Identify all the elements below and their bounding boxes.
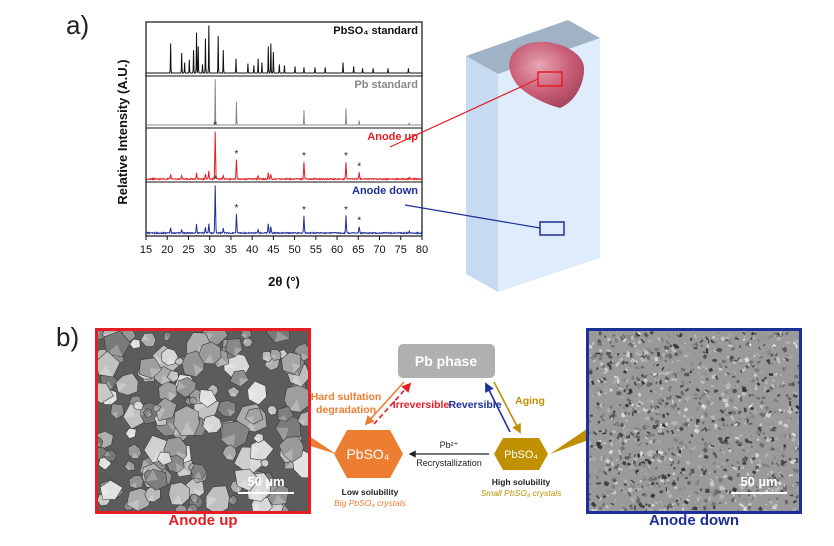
panel-label-a: a) [66, 10, 90, 40]
aging-label: Aging [515, 395, 545, 407]
irreversible-label: Irreversible [393, 399, 450, 411]
series-label: Pb standard [354, 79, 418, 91]
reaction-scheme: Pb phase PbSO₄ PbSO₄ Pb²⁺ Recrystallizat… [265, 344, 619, 508]
series-layer [145, 25, 423, 235]
electrode-front-face [498, 38, 600, 292]
pbso4-crystal [509, 41, 585, 108]
pbso4-big-label: PbSO₄ [346, 446, 389, 462]
x-tick-label: 65 [352, 244, 364, 256]
anode-down-leader-line [404, 204, 541, 229]
x-tick-label: 45 [267, 244, 279, 256]
pb2plus-label: Pb²⁺ [440, 440, 459, 450]
scale-bar-label: 50 µm [247, 474, 285, 489]
peak-marker: * [213, 174, 217, 185]
big-crystals-label: Big PbSO₄ crystals [334, 498, 407, 508]
x-tick-label: 20 [161, 244, 173, 256]
x-tick-label: 80 [416, 244, 428, 256]
reversible-label: Reversible [448, 399, 501, 411]
x-tick-label: 35 [225, 244, 237, 256]
peak-marker: * [213, 120, 217, 131]
plot-frame [145, 21, 423, 237]
x-tick-label: 50 [288, 244, 300, 256]
x-axis: 15 20 25 30 35 40 45 50 55 60 65 70 75 80 [140, 236, 428, 256]
sem-texture-small-crystals [589, 331, 799, 511]
panel-label-b: b) [56, 322, 80, 352]
peak-marker: * [234, 149, 238, 160]
x-tick-label: 30 [204, 244, 216, 256]
peak-marker: * [357, 161, 361, 172]
series-line [146, 79, 422, 126]
series-label: PbSO₄ standard [333, 25, 418, 37]
aging-arrow-down [493, 381, 521, 434]
scale-bar-label: 50 µm [740, 474, 778, 489]
peak-marker: * [302, 151, 306, 162]
peak-marker: * [234, 203, 238, 214]
peak-marker: * [302, 205, 306, 216]
panel-dividers [146, 75, 422, 183]
sem-texture-large-crystals [98, 331, 308, 511]
pb-phase-label: Pb phase [415, 353, 477, 369]
x-tick-label: 60 [331, 244, 343, 256]
series-label: Anode down [352, 185, 418, 197]
pbso4-small-label: PbSO₄ [504, 449, 538, 461]
small-crystals-label: Small PbSO₄ crystals [481, 488, 563, 498]
scale-bar [238, 492, 294, 494]
x-tick-label: 70 [373, 244, 385, 256]
series-line [146, 25, 422, 74]
x-axis-label: 2θ (°) [268, 274, 300, 289]
y-axis-label: Relative Intensity (A.U.) [115, 59, 130, 204]
x-tick-label: 40 [246, 244, 258, 256]
peak-marker: * [357, 215, 361, 226]
reversible-arrow-up [485, 382, 511, 433]
sem-image-anode-down: 50 µm [586, 328, 802, 514]
pbso4-big-hexagon [334, 430, 403, 478]
x-tick-label: 75 [395, 244, 407, 256]
irreversible-arrow-up [373, 382, 412, 425]
scale-bar [731, 492, 787, 494]
series-line [145, 131, 423, 181]
pb-phase-box [398, 344, 495, 378]
low-solubility-label: Low solubility [342, 487, 399, 497]
pbso4-small-hexagon [494, 438, 548, 470]
high-solubility-label: High solubility [492, 477, 551, 487]
peak-marker: * [344, 151, 348, 162]
caption-anode-down: Anode down [649, 512, 739, 529]
series-line [145, 185, 423, 235]
recrystallization-label: Recrystallization [416, 458, 482, 468]
x-tick-label: 15 [140, 244, 152, 256]
sem-image-anode-up: 50 µm [95, 328, 311, 514]
hard-sulfation-label-1: Hard sulfation [311, 391, 382, 403]
anode-up-leader-line [389, 78, 539, 148]
electrode-schematic [389, 20, 600, 292]
anode-down-region-box [539, 221, 565, 236]
x-tick-label: 25 [182, 244, 194, 256]
peak-marker: * [344, 205, 348, 216]
x-tick-label: 55 [310, 244, 322, 256]
xrd-chart: * * * * * * * * * * PbSO₄ standard Pb standard Anod… [115, 21, 428, 289]
peak-markers: * * * * * * * * * * [213, 120, 361, 226]
electrode-side-face [466, 56, 498, 292]
hard-sulfation-arrow-down [364, 381, 405, 426]
hard-sulfation-label-2: degradation [316, 404, 376, 416]
caption-anode-up: Anode up [168, 512, 238, 529]
